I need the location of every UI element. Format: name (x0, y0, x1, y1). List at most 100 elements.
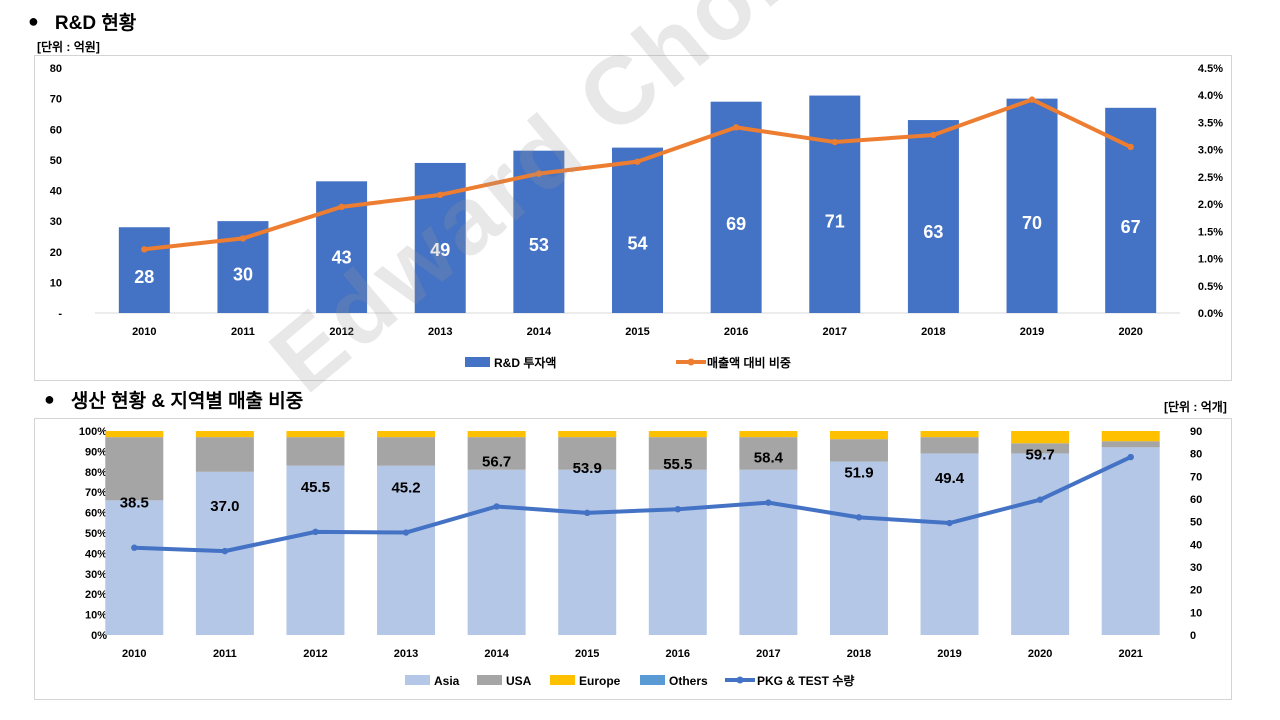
y-left-tick-label: 50% (85, 528, 107, 540)
ratio-line-point (930, 131, 937, 139)
chart2-title: 생산 현황 & 지역별 매출 비중 (70, 391, 304, 412)
stack-segment-europe (377, 431, 436, 438)
y-right-tick-label: 50 (1190, 517, 1202, 529)
pkg-test-label: 53.9 (573, 460, 602, 477)
ratio-line-point (1028, 96, 1036, 103)
stack-segment-europe (829, 431, 888, 440)
pkg-test-label: 45.5 (301, 479, 330, 496)
pkg-test-label: 38.5 (120, 495, 149, 512)
stack-segment-usa (105, 437, 164, 501)
x-tick-label: 2010 (122, 648, 146, 660)
y-right-tick-label: 1.0% (1198, 254, 1223, 266)
chart2-svg: 0% 10% 20% 30% 40% 50% 60% 70% 80% 90% 100% 0 10 20 30… (79, 404, 1202, 688)
chart1-heading: ● R&D 현황 (28, 8, 136, 35)
legend-bar-label: R&D 투자액 (494, 355, 556, 370)
stack-segment-europe (105, 431, 164, 438)
chart1-title: R&D 현황 (54, 13, 137, 34)
pkg-test-label: 58.4 (754, 450, 784, 467)
stack-segment-asia (739, 469, 798, 635)
rd-bar-label: 49 (430, 240, 450, 260)
y-left-tick-label: 20 (50, 247, 62, 259)
y-right-tick-label: 1.5% (1198, 226, 1223, 238)
y-left-tick-label: 70% (85, 487, 107, 499)
x-tick-label: 2018 (847, 648, 871, 660)
x-tick-label: 2017 (823, 326, 847, 338)
rd-bar (710, 101, 762, 313)
rd-bar (809, 95, 861, 313)
stack-segment-europe (467, 431, 526, 438)
y-right-tick-label: 4.0% (1198, 90, 1223, 102)
stack-segment-asia (467, 469, 526, 635)
stack-segment-usa (377, 437, 436, 466)
rd-bar-label: 71 (825, 212, 845, 232)
x-tick-label: 2017 (756, 648, 780, 660)
legend-line-label: 매출액 대비 비중 (707, 355, 791, 370)
y-right-tick-label: 30 (1190, 562, 1202, 574)
ratio-line-point (141, 246, 148, 253)
y-right-tick-label: 80 (1190, 449, 1202, 461)
y-left-tick-label: 30 (50, 216, 62, 228)
x-tick-label: 2011 (213, 648, 237, 660)
y-left-tick-label: 30% (85, 569, 107, 581)
x-tick-label: 2015 (575, 648, 599, 660)
stack-segment-europe (739, 431, 798, 438)
chart1-svg: - 10 20 30 40 50 60 70 80 0.0% 0.5% 1.0% 1.5% 2.0% 2.5… (50, 63, 1223, 370)
pkg-test-point (402, 529, 410, 536)
pkg-test-point (493, 503, 500, 510)
ratio-line-point (535, 170, 543, 177)
stack-segment-asia (829, 461, 888, 635)
x-tick-label: 2018 (921, 326, 945, 338)
x-tick-label: 2013 (428, 326, 452, 338)
pkg-test-point (765, 499, 772, 506)
y-left-tick-label: 40% (85, 548, 107, 560)
rd-bar-label: 70 (1022, 213, 1042, 233)
rd-bar-label: 54 (627, 234, 647, 254)
pkg-test-point (674, 506, 681, 513)
rd-bar-label: 28 (134, 267, 154, 287)
stack-segment-usa (829, 439, 888, 462)
rd-bar (1006, 98, 1058, 313)
bullet-icon: ● (44, 389, 55, 409)
ratio-line-point (732, 124, 740, 131)
y-right-tick-label: 4.5% (1198, 63, 1223, 75)
x-tick-label: 2013 (394, 648, 418, 660)
x-tick-label: 2014 (527, 326, 552, 338)
legend-others-label: Others (669, 674, 708, 688)
y-right-tick-label: 90 (1190, 426, 1202, 438)
y-right-tick-label: 70 (1190, 471, 1202, 483)
rd-bar-label: 67 (1121, 217, 1141, 237)
pkg-test-label: 55.5 (663, 456, 692, 473)
legend-usa-swatch (477, 675, 502, 685)
ratio-line-point (831, 138, 838, 146)
x-tick-label: 2012 (303, 648, 327, 660)
y-left-tick-label: 10% (85, 610, 107, 622)
x-tick-label: 2020 (1028, 648, 1052, 660)
legend-line-marker (736, 676, 744, 684)
pkg-test-point (221, 547, 229, 555)
rd-bar (414, 162, 466, 313)
rd-bar (907, 120, 959, 313)
pkg-test-label: 49.4 (935, 470, 965, 487)
y-left-tick-label: 60 (50, 124, 62, 136)
pkg-test-point (946, 519, 953, 527)
y-left-tick-label: 20% (85, 589, 107, 601)
stack-segment-usa (1011, 443, 1070, 454)
stack-segment-europe (1101, 431, 1160, 442)
ratio-line-point (634, 158, 641, 165)
ratio-line-point (437, 191, 444, 199)
x-tick-label: 2016 (666, 648, 690, 660)
y-left-tick-label: 0% (91, 630, 107, 642)
pkg-test-label: 51.9 (844, 464, 873, 481)
rd-bar-label: 30 (233, 264, 253, 284)
chart2-unit: [단위 : 억개] (1164, 400, 1227, 414)
pkg-test-label: 59.7 (1026, 447, 1055, 464)
stack-segment-usa (920, 437, 979, 454)
stack-segment-europe (195, 431, 254, 438)
chart2-heading: ● 생산 현황 & 지역별 매출 비중 (44, 386, 303, 413)
x-tick-label: 2016 (724, 326, 748, 338)
y-right-tick-label: 0.5% (1198, 281, 1223, 293)
x-tick-label: 2020 (1118, 326, 1142, 338)
stack-segment-europe (1011, 431, 1070, 444)
pkg-test-point (584, 509, 591, 517)
y-right-tick-label: 3.0% (1198, 145, 1223, 157)
